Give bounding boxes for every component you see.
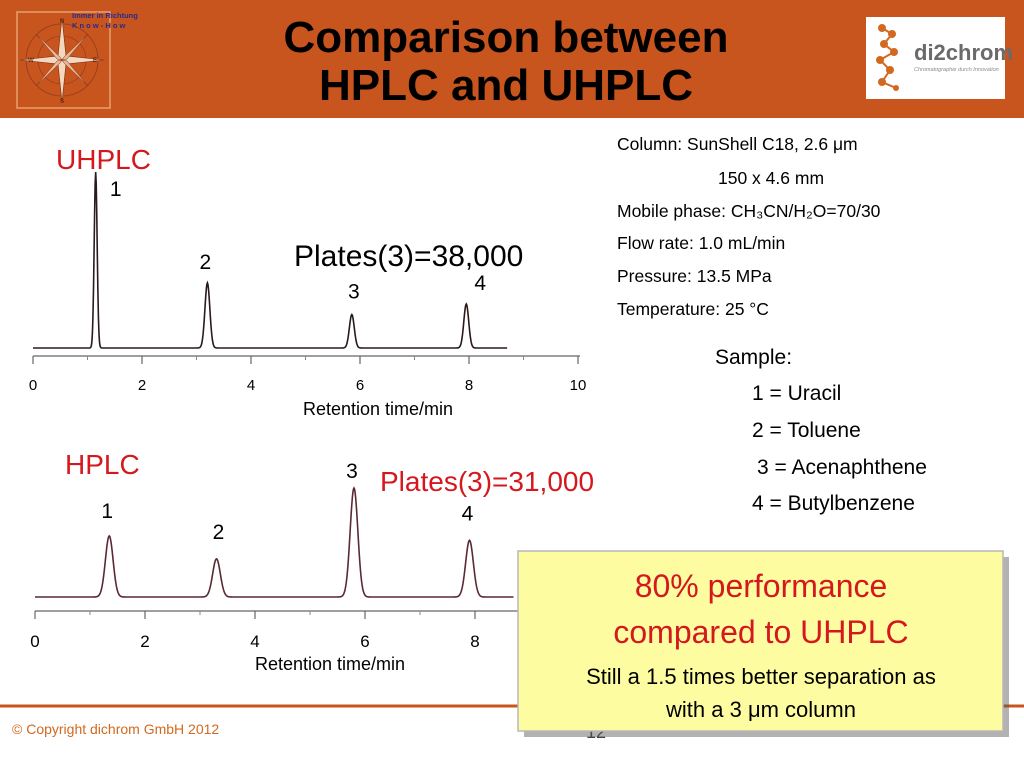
uhplc-chromatogram: UHPLC Plates(3)=38,000 0 2 4 6 8 10 123 4 Rete… xyxy=(29,144,587,419)
peak-label-3: 3 xyxy=(348,281,360,304)
x-tick-label: 0 xyxy=(30,632,39,651)
footer-copyright: © Copyright dichrom GmbH 2012 xyxy=(12,721,219,737)
compass-s-label: S xyxy=(60,99,64,105)
callout-body-line2: with a 3 μm column xyxy=(665,697,856,722)
sample-item-2: 2 = Toluene xyxy=(752,419,861,442)
condition-mobile-phase: Mobile phase: CH₃CN/H₂O=70/30 xyxy=(617,201,881,221)
sample-heading: Sample: xyxy=(715,346,792,369)
compass-n-label: N xyxy=(60,19,64,25)
title-line2: HPLC and UHPLC xyxy=(319,61,693,110)
compass-w-label: W xyxy=(28,58,34,64)
compass-logo: N S W E Immer in Richtung K n o w - H o … xyxy=(16,11,138,109)
header-band xyxy=(0,0,1024,118)
peak-label-2: 2 xyxy=(213,521,225,544)
x-tick-label: 4 xyxy=(250,632,259,651)
peak-label-2: 2 xyxy=(200,251,212,274)
condition-flow-rate: Flow rate: 1.0 mL/min xyxy=(617,233,785,253)
uhplc-x-axis-label: Retention time/min xyxy=(303,399,453,419)
hplc-label: HPLC xyxy=(65,449,140,480)
sample-item-4: 4 = Butylbenzene xyxy=(752,492,915,515)
x-tick-label: 0 xyxy=(29,377,37,394)
logo-right-text: di2chrom xyxy=(914,40,1013,65)
sample-list: Sample: 1 = Uracil 2 = Toluene 3 = Acena… xyxy=(715,346,927,515)
di2chrom-logo: di2chrom Chromatographie durch Innovatio… xyxy=(866,17,1013,99)
hplc-chromatogram: HPLC Plates(3)=31,000 0 2 4 6 8 1 2 3 4 Retenti… xyxy=(30,449,594,674)
x-tick-label: 2 xyxy=(138,377,146,394)
x-tick-label: 6 xyxy=(356,377,364,394)
uhplc-plates-annotation: Plates(3)=38,000 xyxy=(294,240,523,273)
condition-pressure: Pressure: 13.5 MPa xyxy=(617,266,772,286)
condition-column: Column: SunShell C18, 2.6 μm xyxy=(617,134,858,154)
x-tick-label: 6 xyxy=(360,632,369,651)
hplc-trace xyxy=(35,486,514,598)
condition-dimensions: 150 x 4.6 mm xyxy=(718,168,824,188)
sample-item-3: 3 = Acenaphthene xyxy=(757,456,927,479)
x-tick-label: 2 xyxy=(140,632,149,651)
hplc-x-axis-label: Retention time/min xyxy=(255,654,405,674)
logo-left-line1: Immer in Richtung xyxy=(72,11,138,20)
callout-headline-line1: 80% performance xyxy=(635,568,888,604)
peak-label-4: 4 xyxy=(474,272,486,295)
condition-temperature: Temperature: 25 °C xyxy=(617,299,769,319)
x-tick-label: 8 xyxy=(470,632,479,651)
uhplc-trace xyxy=(33,171,508,349)
peak-label-3: 3 xyxy=(346,460,358,483)
callout-headline-line2: compared to UHPLC xyxy=(613,614,908,650)
compass-e-label: E xyxy=(93,58,97,64)
peak-label-1: 1 xyxy=(110,178,122,201)
logo-left-line2: K n o w - H o w xyxy=(72,21,125,30)
hplc-plates-annotation: Plates(3)=31,000 xyxy=(380,466,594,497)
peak-label-4: 4 xyxy=(462,502,474,525)
performance-callout: 80% performance compared to UHPLC Still … xyxy=(517,550,1009,737)
title-line1: Comparison between xyxy=(284,13,729,62)
x-tick-label: 10 xyxy=(570,377,587,394)
peak-label-1: 1 xyxy=(101,500,113,523)
uhplc-label: UHPLC xyxy=(56,144,151,175)
conditions-block: Column: SunShell C18, 2.6 μm 150 x 4.6 m… xyxy=(617,134,881,319)
x-tick-label: 4 xyxy=(247,377,255,394)
callout-body-line1: Still a 1.5 times better separation as xyxy=(586,664,936,689)
x-tick-label: 8 xyxy=(465,377,473,394)
sample-item-1: 1 = Uracil xyxy=(752,382,841,405)
logo-right-tagline: Chromatographie durch Innovation xyxy=(914,67,999,73)
